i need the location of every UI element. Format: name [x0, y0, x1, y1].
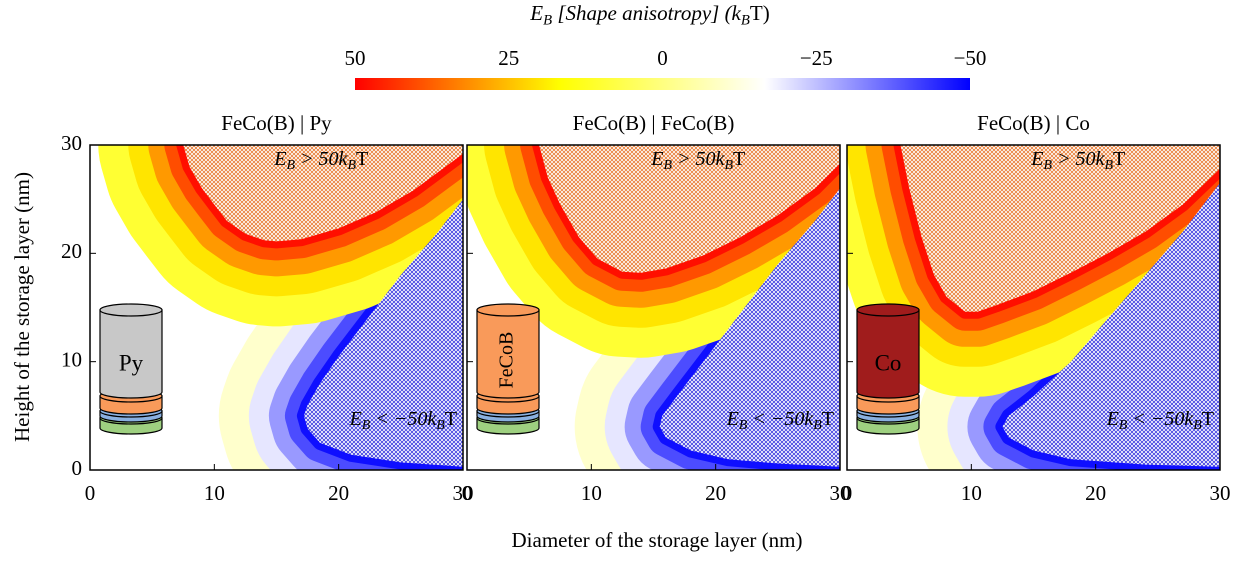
text-part: B [1119, 418, 1128, 433]
cylinder-top [99, 303, 163, 317]
text-part: B [543, 13, 552, 29]
text-part: T [356, 148, 368, 170]
colorbar-tick-label: 25 [498, 46, 519, 70]
lower-region [1002, 182, 1220, 467]
panel [847, 145, 1220, 470]
layer-label: Co [875, 350, 902, 375]
x-tick-label: 10 [961, 481, 982, 505]
text-part: < −50k [1127, 408, 1194, 430]
text-part: E [650, 148, 663, 170]
text-part: B [664, 158, 673, 173]
upper-region [183, 145, 463, 242]
x-tick-label: 10 [581, 481, 602, 505]
plot-frame [466, 144, 841, 471]
text-part: > 50k [295, 148, 348, 170]
text-part: B [739, 418, 748, 433]
panel-title: FeCo(B) | Py [221, 111, 332, 135]
text-part: T [445, 408, 457, 430]
text-part: > 50k [1052, 148, 1105, 170]
y-tick-label: 10 [61, 347, 82, 371]
panel-title: FeCo(B) | FeCo(B) [573, 111, 735, 135]
text-part: B [1193, 418, 1202, 433]
text-part: E [1106, 408, 1119, 430]
text-part: < −50k [747, 408, 814, 430]
x-tick-label: 30 [1210, 481, 1231, 505]
text-part: B [347, 158, 356, 173]
x-tick-label: 20 [328, 481, 349, 505]
x-tick-label: 0 [85, 481, 96, 505]
cylinder-body [856, 309, 920, 399]
x-tick-label: 20 [1085, 481, 1106, 505]
layer-label: Py [119, 350, 144, 375]
colorbar-tick-label: −50 [954, 46, 987, 70]
panel [98, 145, 463, 470]
text-part: T [822, 408, 834, 430]
text-part: > 50k [672, 148, 725, 170]
x-tick-label: 0 [842, 481, 853, 505]
text-part: E [529, 1, 543, 25]
text-part: B [1044, 158, 1053, 173]
cylinder-top [856, 303, 920, 317]
x-axis-label: Diameter of the storage layer (nm) [512, 528, 803, 552]
text-part: E [349, 408, 362, 430]
panel-title: FeCo(B) | Co [977, 111, 1090, 135]
y-tick-label: 30 [61, 131, 82, 155]
text-part: T) [750, 1, 770, 25]
text-part: T [1113, 148, 1125, 170]
text-part: [Shape anisotropy] (k [552, 1, 741, 25]
upper-region [539, 145, 840, 273]
upper-region [900, 145, 1220, 312]
text-part: T [1202, 408, 1214, 430]
cylinder-body [476, 309, 540, 399]
cylinder-top [476, 303, 540, 317]
colorbar-tick-label: 50 [345, 46, 366, 70]
text-part: B [287, 158, 296, 173]
lower-region [659, 188, 840, 467]
text-part: T [733, 148, 745, 170]
x-tick-label: 20 [705, 481, 726, 505]
colorbar [355, 78, 970, 90]
lower-region [303, 199, 463, 467]
text-part: < −50k [370, 408, 437, 430]
region-label: EB < −50kBT [349, 408, 457, 434]
x-tick-label: 30 [453, 481, 474, 505]
y-axis-label: Height of the storage layer (nm) [10, 172, 34, 442]
colorbar-tick-label: −25 [800, 46, 833, 70]
colorbar-title: EB [Shape anisotropy] (kBT) [529, 1, 769, 29]
text-part: E [1030, 148, 1043, 170]
text-part: B [362, 418, 371, 433]
x-tick-label: 10 [204, 481, 225, 505]
layer-label: FeCoB [496, 332, 518, 389]
text-part: E [726, 408, 739, 430]
colorbar-tick-label: 0 [657, 46, 668, 70]
text-part: B [1104, 158, 1113, 173]
region-label: EB > 50kBT [1030, 148, 1125, 174]
text-part: B [724, 158, 733, 173]
x-tick-label: 30 [830, 481, 851, 505]
plot-frame [846, 144, 1221, 471]
x-tick-label: 0 [462, 481, 473, 505]
y-tick-label: 0 [72, 456, 83, 480]
plot-frame [89, 144, 464, 471]
region-label: EB < −50kBT [1106, 408, 1214, 434]
cylinder-body [99, 309, 163, 399]
panel [467, 145, 840, 470]
region-label: EB > 50kBT [650, 148, 745, 174]
region-label: EB > 50kBT [273, 148, 368, 174]
text-part: E [273, 148, 286, 170]
region-label: EB < −50kBT [726, 408, 834, 434]
text-part: B [741, 13, 750, 29]
y-tick-label: 20 [61, 239, 82, 263]
text-part: B [436, 418, 445, 433]
text-part: B [813, 418, 822, 433]
